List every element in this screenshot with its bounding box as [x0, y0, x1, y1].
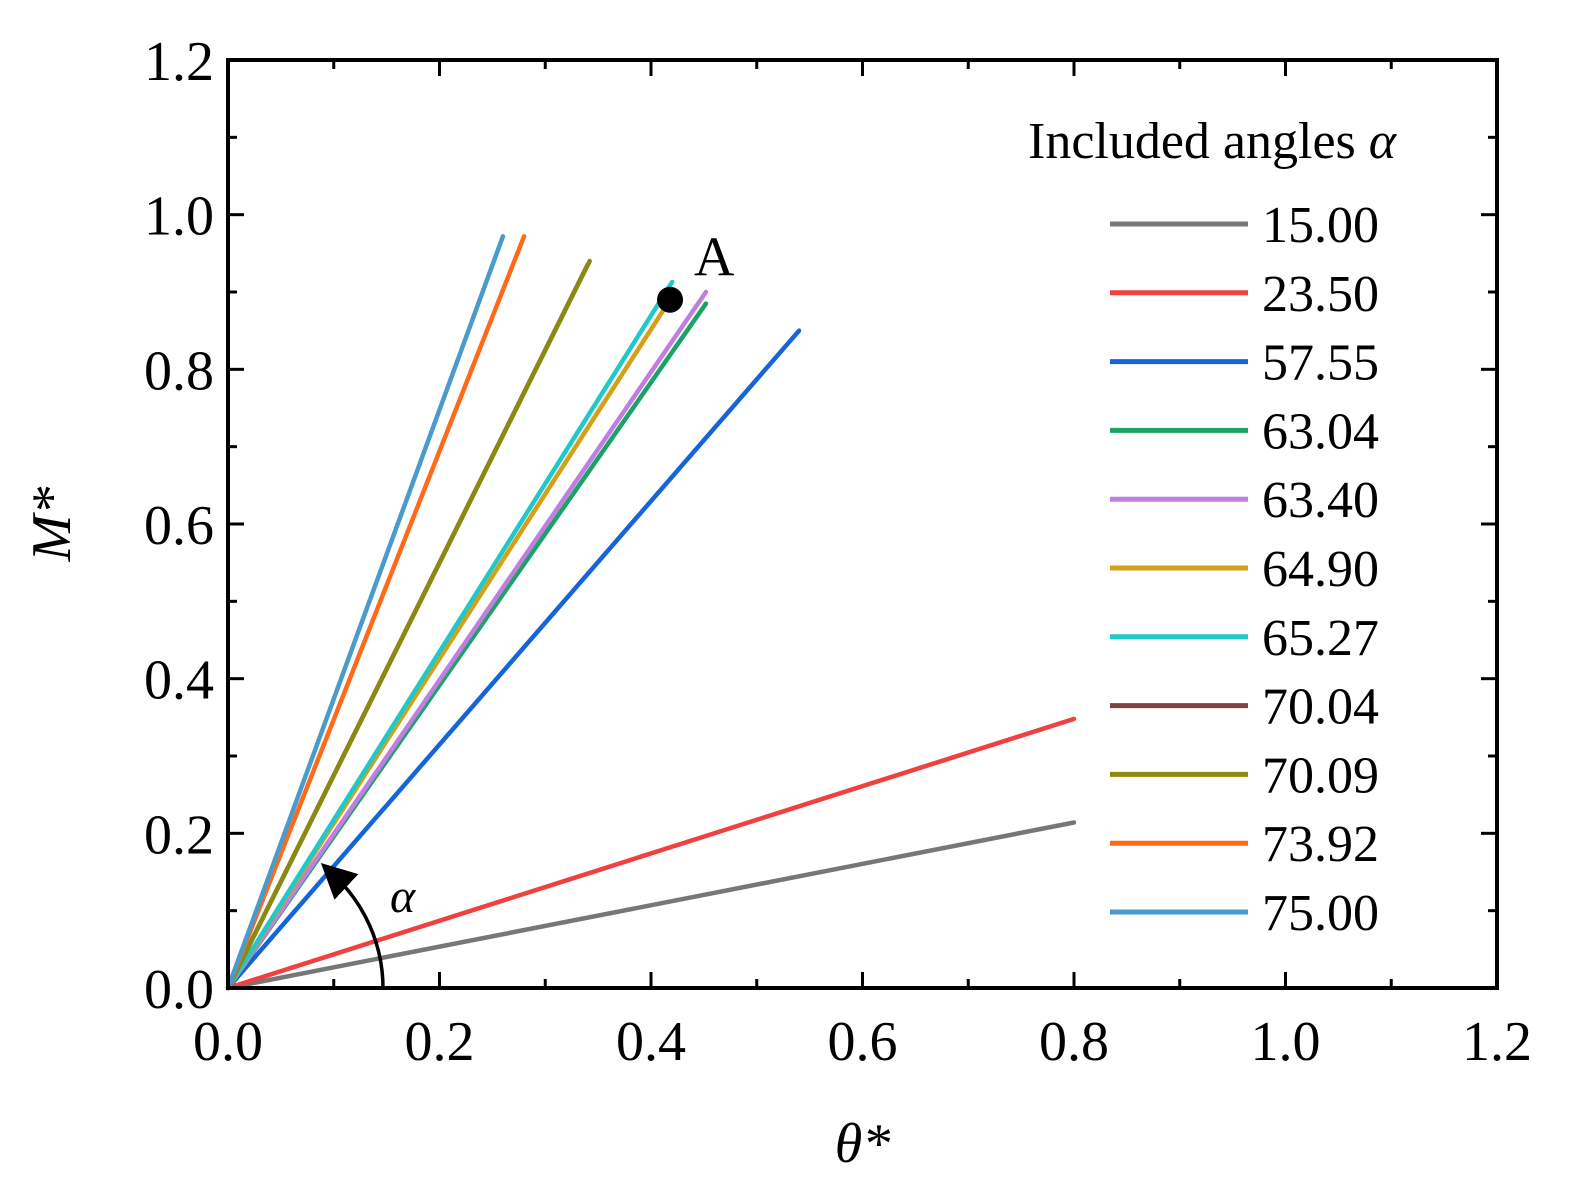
legend-label-64.90: 64.90	[1262, 541, 1379, 598]
y-tick-label: 1.2	[144, 31, 214, 93]
series-line-57.55	[228, 331, 799, 988]
x-tick-label: 0.8	[1039, 1011, 1109, 1073]
series-line-15.00	[228, 823, 1074, 988]
y-tick-label: 0.8	[144, 340, 214, 402]
x-tick-label: 1.0	[1251, 1011, 1321, 1073]
legend-title: Included angles α	[1028, 113, 1398, 170]
legend-label-73.92: 73.92	[1262, 816, 1379, 873]
x-tick-label: 0.6	[828, 1011, 898, 1073]
alpha-angle-arrow	[334, 875, 383, 988]
series-line-73.92	[228, 236, 524, 988]
x-axis-label: θ*	[835, 1113, 891, 1175]
x-tick-label: 1.2	[1462, 1011, 1532, 1073]
point-a-label: A	[694, 227, 735, 289]
legend-label-23.50: 23.50	[1262, 266, 1379, 323]
y-tick-label: 1.0	[144, 186, 214, 248]
y-tick-label: 0.0	[144, 959, 214, 1021]
chart: 0.0 0.2 0.4 0.6 0.8 1.0 1.20.00.20.40.60.81.01…	[0, 0, 1572, 1202]
x-tick-label: 0.4	[616, 1011, 686, 1073]
series-line-65.27	[228, 282, 672, 988]
series-lines	[228, 236, 1074, 988]
legend-label-15.00: 15.00	[1262, 197, 1379, 254]
series-line-63.40	[228, 292, 706, 988]
legend-label-75.00: 75.00	[1262, 885, 1379, 942]
legend-title-text: Included angles	[1028, 113, 1369, 170]
x-tick-label: 0.2	[405, 1011, 475, 1073]
y-tick-label: 0.6	[144, 495, 214, 557]
y-tick-label: 0.4	[144, 650, 214, 712]
legend-label-70.09: 70.09	[1262, 747, 1379, 804]
legend-title-symbol: α	[1369, 113, 1398, 170]
y-axis-label: M*	[21, 487, 83, 563]
legend-label-65.27: 65.27	[1262, 610, 1379, 667]
legend-label-63.40: 63.40	[1262, 472, 1379, 529]
legend-label-57.55: 57.55	[1262, 335, 1379, 392]
legend: Included angles α 15.00 23.50 57.55 63.04 63…	[1028, 113, 1398, 942]
legend-label-63.04: 63.04	[1262, 403, 1379, 460]
legend-label-70.04: 70.04	[1262, 679, 1379, 736]
series-line-75.00	[228, 236, 503, 988]
y-tick-label: 0.2	[144, 804, 214, 866]
alpha-annotation-label: α	[390, 870, 416, 923]
point-a-marker	[657, 287, 683, 313]
series-line-23.50	[228, 719, 1074, 988]
